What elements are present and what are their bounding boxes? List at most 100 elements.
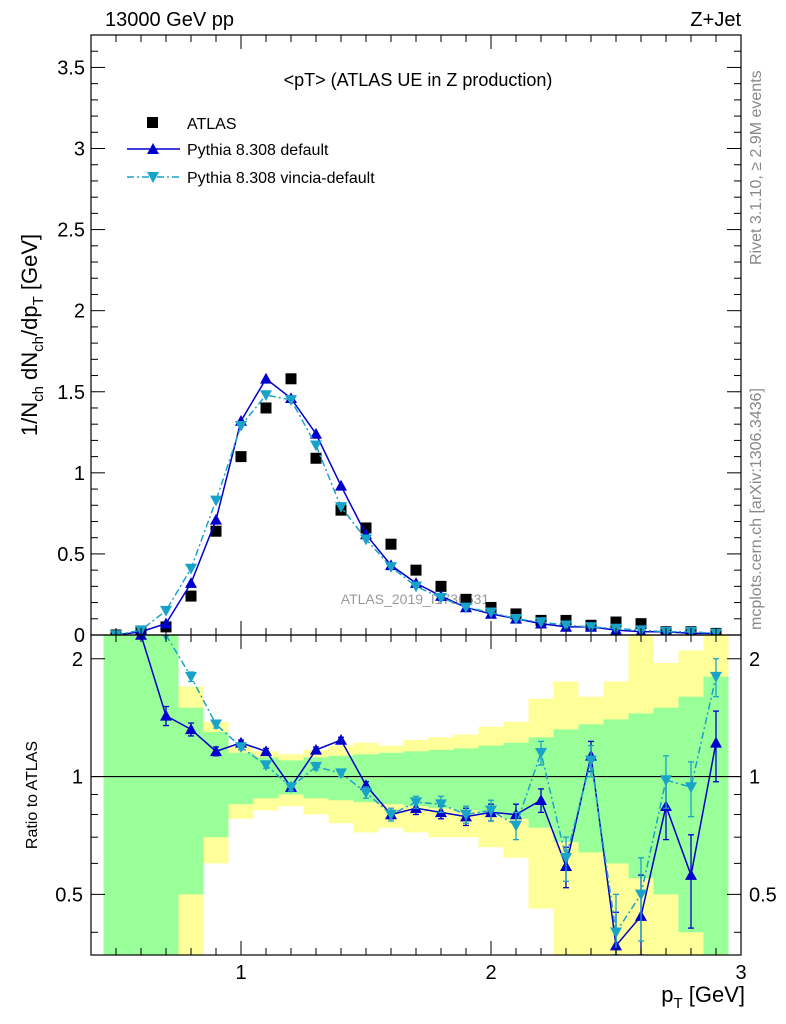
atlas-data-point: [610, 616, 622, 628]
series-marker-2: [385, 562, 397, 573]
ratio-marker-0: [710, 736, 722, 748]
ratio-panel-data: [135, 635, 722, 955]
series-marker-1: [185, 577, 197, 588]
ratio-uncertainty-bands: [103, 635, 729, 955]
main-y-tick-label: 2.5: [57, 220, 85, 242]
svg-text:pT [GeV]: pT [GeV]: [661, 982, 745, 1012]
band-inner-bin: [228, 752, 254, 805]
series-marker-2: [335, 502, 347, 513]
ratio-marker-1: [435, 799, 447, 811]
mcplots-label: mcplots.cern.ch [arXiv:1306.3436]: [748, 388, 765, 630]
ratio-marker-1: [560, 853, 572, 864]
ratio-marker-1: [235, 742, 247, 753]
atlas-data-point: [485, 601, 497, 613]
axes: 0 0.5 1 1.5 2 2.5 3 3.5 1 2 3 0.5 0.5 1 1 2 2: [55, 35, 777, 984]
band-inner-bin: [153, 635, 179, 955]
energy-label: 13000 GeV pp: [105, 9, 234, 31]
legend-label-vincia: Pythia 8.308 vincia-default: [187, 170, 375, 187]
ratio-marker-0: [185, 723, 197, 735]
series-marker-2: [185, 563, 197, 575]
ratio-marker-0: [310, 743, 322, 755]
atlas-data-point: [235, 451, 247, 463]
ratio-y-tick-label-right: 2: [749, 649, 760, 671]
ratio-marker-1: [660, 775, 672, 786]
ratio-marker-0: [210, 745, 222, 757]
atlas-data-point: [560, 614, 572, 626]
main-y-tick-label: 3.5: [57, 57, 85, 79]
series-marker-2: [235, 421, 247, 432]
ratio-marker-1: [685, 782, 697, 794]
ratio-marker-1: [485, 805, 497, 817]
series-marker-2: [585, 622, 597, 633]
series-marker-1: [335, 479, 347, 491]
series-marker-2: [535, 617, 547, 629]
main-y-axis-title: 1/Nch dNch/dpT [GeV]: [17, 234, 47, 436]
legend-marker-atlas: [147, 117, 158, 128]
plot-title: <pT> (ATLAS UE in Z production): [284, 70, 553, 90]
ratio-marker-1: [335, 768, 347, 780]
ratio-y-tick-label-right: 1: [749, 767, 760, 789]
band-inner-bin: [603, 719, 629, 864]
atlas-data-point: [360, 522, 372, 534]
band-inner-bin: [378, 752, 404, 805]
band-inner-bin: [628, 713, 654, 879]
series-marker-2: [410, 581, 422, 593]
ratio-marker-1: [260, 760, 272, 772]
atlas-data-point: [210, 525, 222, 537]
ratio-marker-1: [510, 820, 522, 832]
atlas-data-point: [260, 402, 272, 414]
rivet-label: Rivet 3.1.10, ≥ 2.9M events: [748, 70, 765, 265]
series-marker-2: [210, 495, 222, 507]
x-tick-label: 3: [735, 962, 746, 984]
series-marker-2: [460, 602, 472, 614]
series-marker-1: [210, 513, 222, 525]
band-inner-bin: [453, 748, 479, 811]
analysis-watermark: ATLAS_2019_I1736531: [341, 591, 490, 607]
atlas-data-point: [635, 618, 647, 630]
series-marker-1: [160, 617, 172, 629]
ratio-marker-1: [285, 782, 297, 794]
ratio-y-axis-title: Ratio to ATLAS: [24, 741, 41, 849]
legend-marker-vincia: [147, 172, 159, 183]
atlas-data-point: [435, 580, 447, 592]
main-y-tick-label: 3: [74, 139, 85, 161]
main-y-tick-label: 1.5: [57, 382, 85, 404]
series-marker-2: [260, 390, 272, 401]
series-marker-1: [260, 372, 272, 384]
series-marker-2: [510, 613, 522, 625]
series-marker-1: [310, 427, 322, 439]
band-inner-bin: [103, 635, 129, 955]
series-marker-2: [435, 592, 447, 604]
ratio-marker-1: [610, 927, 622, 939]
legend-label-atlas: ATLAS: [187, 116, 237, 133]
main-y-tick-label: 2: [74, 301, 85, 323]
atlas-data-point: [285, 373, 297, 385]
svg-text:1/Nch dNch/dpT [GeV]: 1/Nch dNch/dpT [GeV]: [17, 234, 47, 436]
series-marker-2: [285, 395, 297, 406]
ratio-y-tick-label: 2: [72, 649, 83, 671]
legend: ATLAS Pythia 8.308 default Pythia 8.308 …: [127, 116, 375, 187]
ratio-marker-1: [710, 671, 722, 683]
ratio-marker-1: [585, 755, 597, 767]
ratio-marker-0: [335, 734, 347, 745]
ratio-y-tick-label: 1: [72, 767, 83, 789]
series-marker-2: [360, 534, 372, 546]
atlas-data-point: [410, 564, 422, 576]
ratio-marker-1: [635, 889, 647, 901]
atlas-data-point: [185, 590, 197, 602]
ratio-marker-1: [210, 719, 222, 731]
series-marker-2: [310, 440, 322, 452]
ratio-marker-0: [535, 794, 547, 806]
ratio-y-tick-label: 0.5: [55, 884, 83, 906]
x-tick-label: 1: [235, 962, 246, 984]
ratio-marker-1: [385, 809, 397, 821]
ratio-marker-0: [160, 709, 172, 721]
atlas-data-point: [460, 593, 472, 605]
ratio-marker-0: [260, 745, 272, 757]
atlas-data-point: [385, 538, 397, 550]
band-inner-bin: [128, 635, 154, 955]
ratio-marker-1: [360, 787, 372, 799]
series-marker-2: [560, 620, 572, 632]
ratio-marker-0: [685, 869, 697, 880]
